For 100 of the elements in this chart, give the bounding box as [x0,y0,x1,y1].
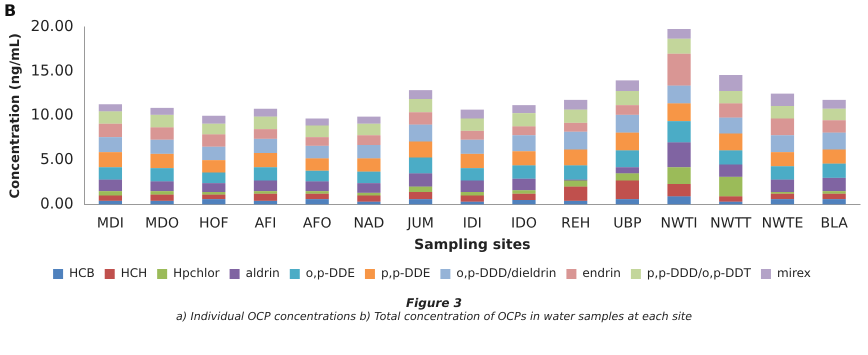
bar [616,150,639,168]
bar [202,194,226,200]
bar [667,86,691,104]
bar [564,132,588,150]
bar [98,180,122,192]
bar [254,116,278,130]
bar [254,129,278,139]
x-tick-label: REH [561,215,590,232]
bar [150,194,174,201]
bar [667,121,691,142]
bar [770,199,794,204]
bar [408,112,432,125]
x-tick-label: NWTE [762,215,804,232]
bar [616,90,639,106]
bar [408,173,432,187]
bar [822,199,846,204]
bar [719,150,742,165]
bar [98,137,122,152]
bar [357,135,381,146]
bar [357,196,381,202]
legend-label: HCH [120,266,148,280]
x-tick-label: MDO [145,215,180,232]
bar [254,191,278,194]
bar [719,176,742,196]
bar [150,154,174,168]
y-tick-label: 20.00 [30,17,74,36]
y-tick-label: 10.00 [30,106,74,124]
bar [564,110,588,123]
bar [822,164,846,178]
bar [770,118,794,136]
bar [202,183,226,192]
bar [98,111,122,124]
bar [512,135,536,152]
bar [202,192,226,195]
bar [564,122,588,132]
bar [306,158,329,171]
bar [306,137,329,146]
bar [770,180,794,192]
legend-label: HCB [69,266,95,280]
bar [512,151,536,166]
bar [98,167,122,180]
bar [254,138,278,154]
bar [512,165,536,179]
bar [564,100,588,110]
bar [306,199,329,204]
bar [460,118,484,131]
bar [150,114,174,128]
bar [150,181,174,192]
x-tick-label: UBP [613,215,642,232]
bar [616,132,639,150]
x-tick-label: BLA [820,215,848,232]
bar [98,191,122,196]
bar [667,28,691,39]
bar [408,157,432,174]
legend-label: mirex [776,266,811,280]
bar [460,180,484,192]
bar [202,172,226,184]
bar [357,145,381,158]
bar [408,186,432,192]
bar [460,140,484,154]
bar [306,191,329,194]
bar [770,135,794,152]
bar [460,202,484,204]
bar [822,108,846,120]
bar [408,90,432,99]
text: a) Individual OCP concentrations b) Total concentration of OCPs in water samples at each site [175,310,693,323]
bar [460,110,484,118]
bar [357,124,381,136]
bar [202,134,226,147]
bar [150,191,174,195]
caption: Figure 3 [404,296,464,310]
bar [408,98,432,112]
legend-label: aldrin [246,266,280,280]
bar [822,178,846,192]
bar [254,180,278,192]
bar [306,146,329,158]
bar [512,190,536,194]
bar [202,116,226,124]
bar [667,142,691,168]
bar [408,192,432,200]
bar [667,54,691,86]
bar [306,170,329,182]
bar [408,141,432,158]
bar [822,191,846,194]
bar [512,113,536,126]
bar [460,192,484,196]
bar [719,134,742,150]
bar [822,100,846,109]
bar [150,127,174,140]
legend-label: o,p-DDE [306,266,355,280]
x-tick-label: IDO [511,215,537,232]
bar [408,199,432,204]
bar [460,154,484,168]
bar [98,124,122,138]
bar [357,158,381,172]
bar [616,167,639,174]
x-tick-label: IDI [462,215,482,232]
bar [616,80,639,91]
bar [770,94,794,106]
bar [719,196,742,202]
